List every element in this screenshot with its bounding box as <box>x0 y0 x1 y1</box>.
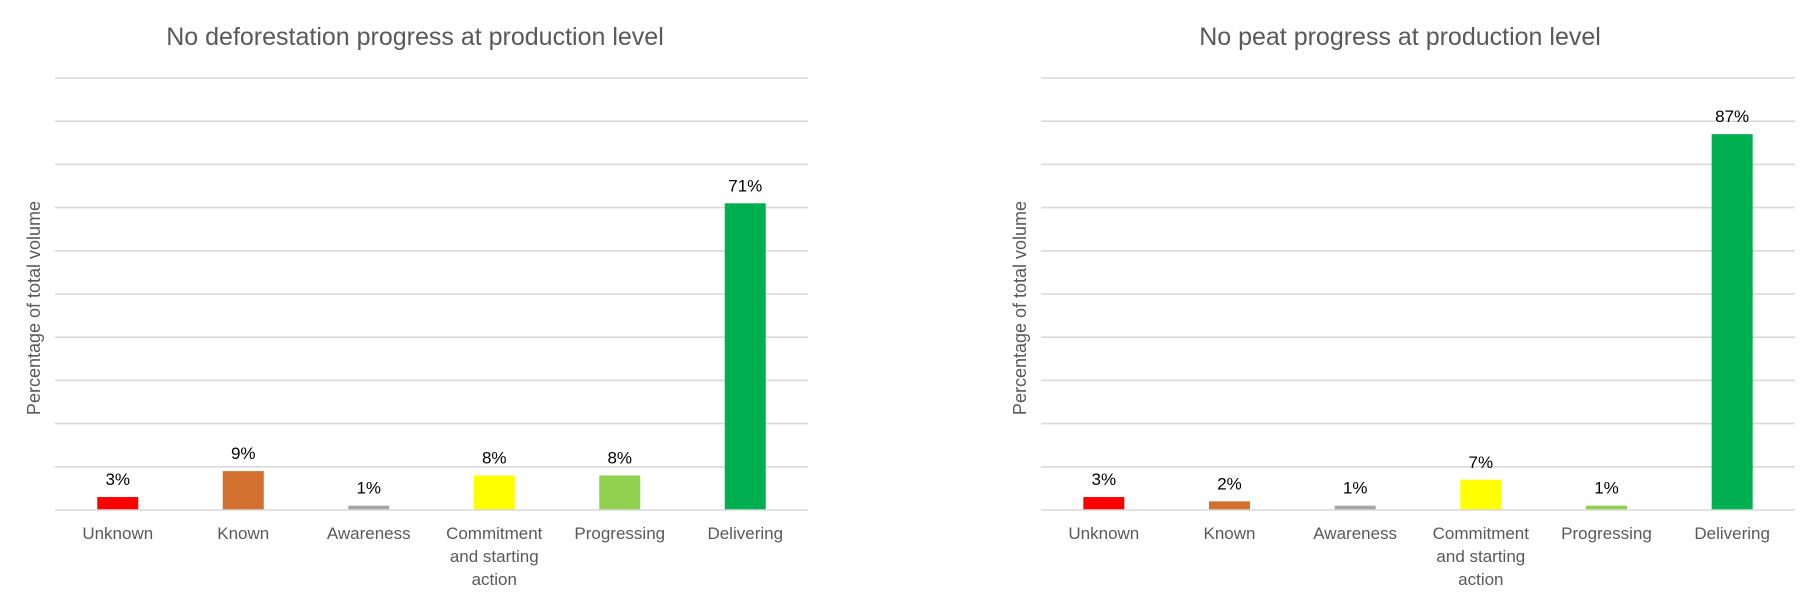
x-tick-label: Awareness <box>327 524 411 543</box>
x-tick-label: Known <box>217 524 269 543</box>
x-tick-label: Progressing <box>574 524 665 543</box>
bar <box>222 471 264 510</box>
bar <box>97 497 139 510</box>
chart-peat-svg: No peat progress at production level Perc… <box>1010 23 1795 589</box>
bar <box>724 203 766 510</box>
data-label: 1% <box>1343 479 1368 498</box>
x-tick-label: Progressing <box>1561 524 1652 543</box>
data-label: 2% <box>1217 474 1242 493</box>
data-label: 9% <box>231 444 256 463</box>
data-label: 8% <box>482 448 507 467</box>
bar <box>473 475 515 510</box>
x-tick-label: action <box>472 570 517 589</box>
bar <box>1083 497 1125 510</box>
x-tick-label: Known <box>1204 524 1256 543</box>
x-tick-label: Delivering <box>1694 524 1770 543</box>
data-label: 3% <box>105 470 130 489</box>
chart-deforestation: No deforestation progress at production … <box>24 23 808 589</box>
x-tick-label: Commitment <box>446 524 543 543</box>
bar <box>1586 505 1627 510</box>
x-tick-label: and starting <box>450 547 539 566</box>
data-label: 7% <box>1469 453 1494 472</box>
bar <box>348 505 390 510</box>
data-label: 8% <box>607 448 632 467</box>
gridlines <box>55 77 808 468</box>
bar <box>1711 134 1753 510</box>
x-tick-label: Unknown <box>82 524 153 543</box>
y-axis-label: Percentage of total volume <box>24 201 44 415</box>
data-label: 1% <box>1594 479 1619 498</box>
chart-title: No deforestation progress at production … <box>166 23 664 51</box>
chart-deforestation-svg: No deforestation progress at production … <box>24 23 808 589</box>
bar <box>1209 501 1250 510</box>
bar <box>599 475 641 510</box>
bar <box>1460 479 1502 510</box>
x-tick-label: action <box>1458 570 1503 589</box>
chart-peat: No peat progress at production level Perc… <box>985 0 1816 604</box>
x-tick-label: Awareness <box>1313 524 1397 543</box>
gridlines <box>1041 77 1795 468</box>
bar <box>1334 505 1376 510</box>
x-tick-label: Unknown <box>1068 524 1139 543</box>
y-axis-label: Percentage of total volume <box>1010 201 1030 415</box>
x-tick-label: Commitment <box>1433 524 1530 543</box>
chart-title: No peat progress at production level <box>1199 23 1601 51</box>
data-label: 1% <box>356 479 381 498</box>
data-label: 87% <box>1715 107 1749 126</box>
data-label: 71% <box>728 176 762 195</box>
x-tick-label: Delivering <box>707 524 783 543</box>
data-label: 3% <box>1092 470 1117 489</box>
x-tick-label: and starting <box>1436 547 1525 566</box>
